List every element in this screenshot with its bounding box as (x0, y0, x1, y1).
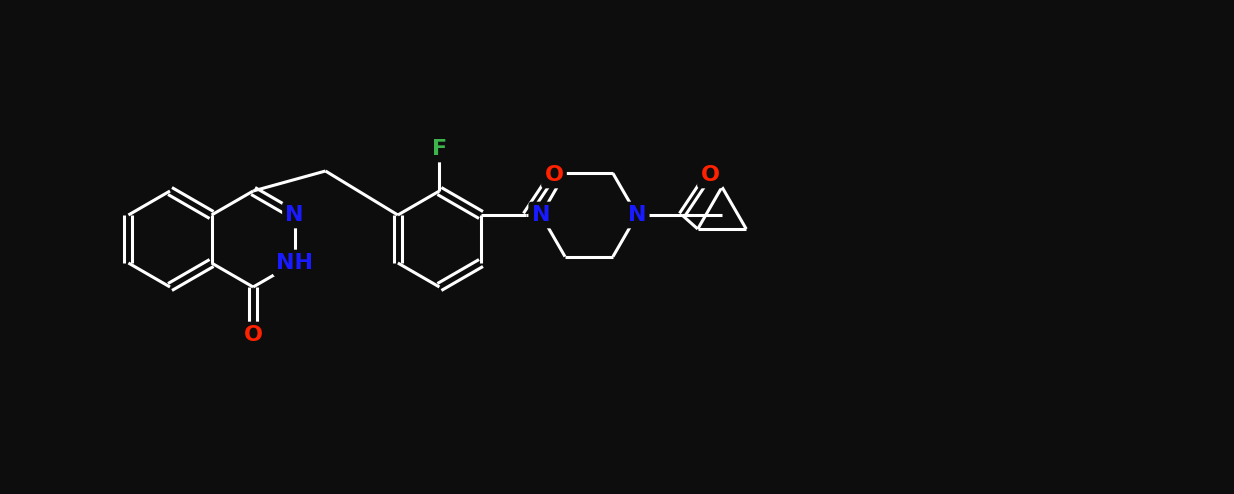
Text: N: N (285, 205, 304, 225)
Text: O: O (544, 165, 564, 185)
Text: O: O (701, 165, 719, 185)
Text: NH: NH (276, 253, 313, 273)
Text: O: O (243, 325, 263, 345)
Text: F: F (432, 139, 447, 159)
Text: N: N (532, 205, 550, 225)
Text: N: N (628, 205, 647, 225)
